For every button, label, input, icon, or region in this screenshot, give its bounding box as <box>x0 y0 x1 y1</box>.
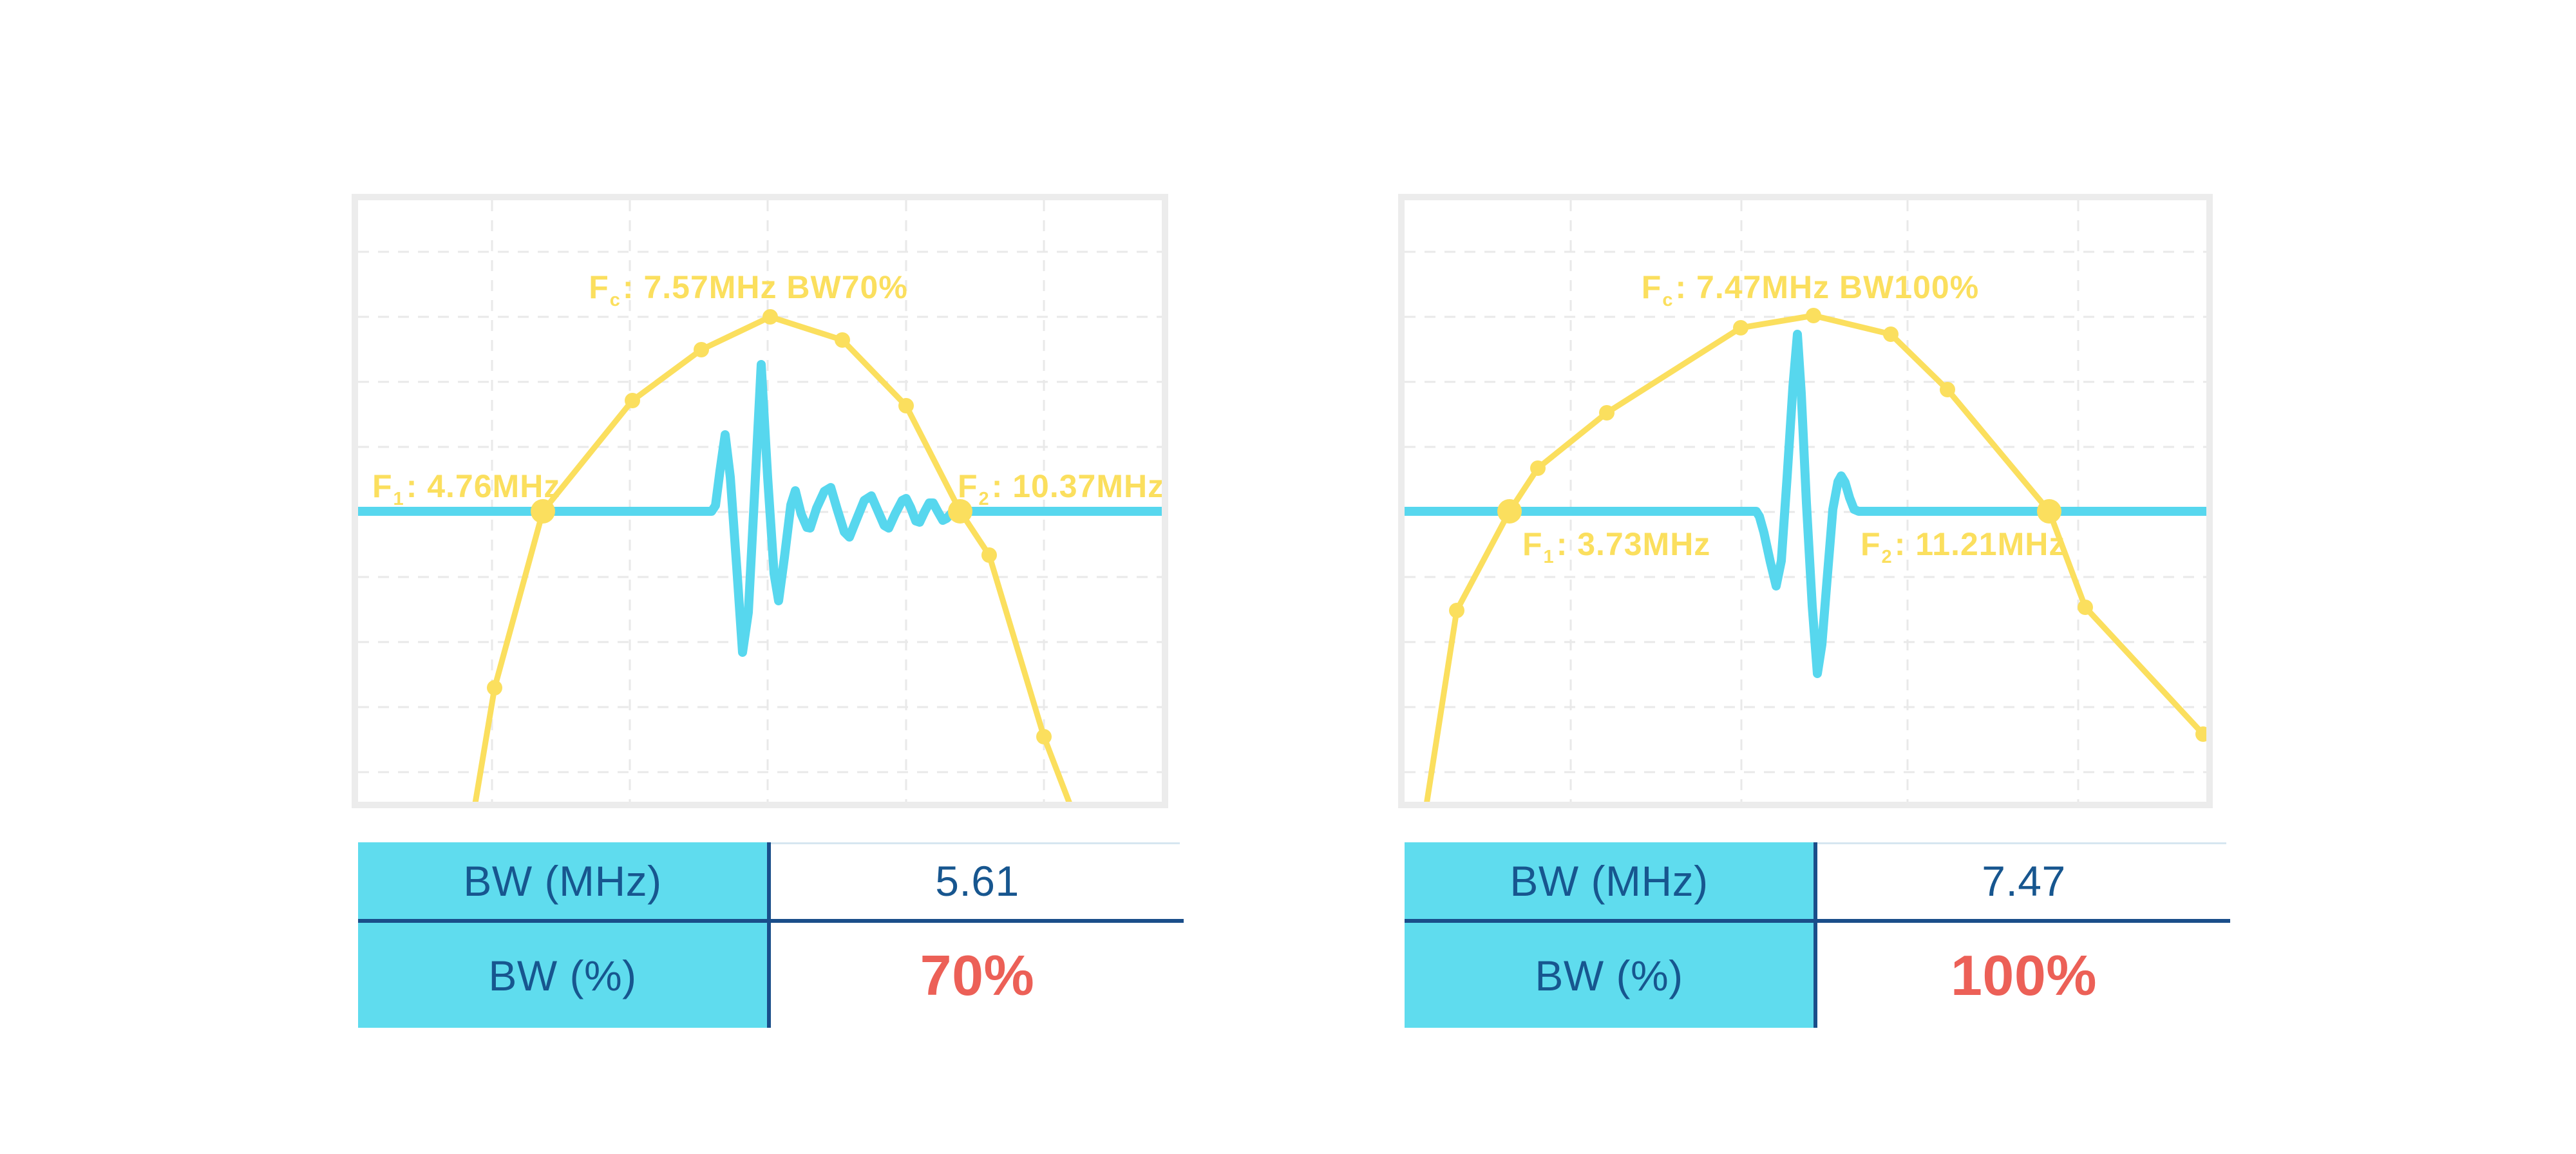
spectrum-data-point <box>1449 603 1464 618</box>
center-frequency-annotation: Fc: 7.57MHz BW70% <box>589 269 908 310</box>
cutoff-frequency-point <box>948 499 972 524</box>
spectrum-data-point <box>1530 460 1546 476</box>
table-row-label: BW (%) <box>1535 951 1683 999</box>
table-row-label: BW (MHz) <box>1510 856 1709 905</box>
chart-panel-right: Fc: 7.47MHz BW100% F1: 3.73MHz F2: 11.21… <box>1398 194 2213 808</box>
bandwidth-table-right: BW (MHz) 7.47 BW (%) 100% <box>1405 842 2230 1030</box>
frequency-spectrum-curve <box>1424 312 2206 802</box>
f2-value-text: : 11.21MHz <box>1894 526 2066 562</box>
fc-prefix: F <box>589 269 609 305</box>
f2-prefix: F <box>958 468 978 504</box>
frequency-spectrum-curve <box>472 314 1072 802</box>
bandwidth-table-left: BW (MHz) 5.61 BW (%) 70% <box>358 842 1184 1030</box>
spectrum-data-point <box>898 398 914 413</box>
value-column-top-border <box>771 842 1180 844</box>
spectrum-data-point <box>2078 600 2093 615</box>
chart-plot-left <box>358 200 1162 802</box>
table-label-column-background <box>1405 842 1814 1028</box>
fc-subscript: c <box>1662 290 1674 311</box>
f2-prefix: F <box>1861 526 1881 562</box>
table-column-divider <box>767 842 771 1028</box>
spectrum-data-point <box>835 332 850 348</box>
spectrum-data-point <box>1036 729 1052 744</box>
spectrum-data-point <box>762 309 778 325</box>
chart-plot-right <box>1405 200 2206 802</box>
f1-annotation: F1: 4.76MHz <box>372 468 561 509</box>
spectrum-data-point <box>625 393 640 408</box>
f1-value-text: : 4.76MHz <box>406 468 561 504</box>
table-column-divider <box>1814 842 1817 1028</box>
cutoff-frequency-point <box>531 499 555 524</box>
spectrum-data-point <box>2195 726 2206 742</box>
f1-prefix: F <box>372 468 393 504</box>
spectrum-data-point <box>981 547 997 563</box>
table-row-divider <box>1405 919 2230 923</box>
pulse-echo-waveform <box>358 360 1162 657</box>
spectrum-data-point <box>487 680 502 695</box>
spectrum-data-point <box>1883 326 1899 342</box>
bw-percent-value: 70% <box>920 943 1035 1007</box>
f1-subscript: 1 <box>1543 547 1555 568</box>
table-row-divider <box>358 919 1184 923</box>
spectrum-data-point <box>1806 308 1821 323</box>
fc-prefix: F <box>1641 269 1662 305</box>
chart-panel-left: Fc: 7.57MHz BW70% F1: 4.76MHz F2: 10.37M… <box>352 194 1168 808</box>
f1-prefix: F <box>1522 526 1543 562</box>
f1-value-text: : 3.73MHz <box>1556 526 1711 562</box>
fc-value-text: : 7.47MHz BW100% <box>1675 269 1980 305</box>
table-label-column-background <box>358 842 767 1028</box>
f2-annotation: F2: 10.37MHz <box>958 468 1165 509</box>
value-column-top-border <box>1817 842 2226 844</box>
spectrum-data-point <box>1733 320 1748 336</box>
fc-subscript: c <box>609 290 621 311</box>
f1-subscript: 1 <box>393 489 404 510</box>
spectrum-data-point <box>1599 405 1615 421</box>
f2-value-text: : 10.37MHz <box>991 468 1165 504</box>
f1-annotation: F1: 3.73MHz <box>1522 526 1711 567</box>
bw-mhz-value: 7.47 <box>1982 856 2066 905</box>
f2-annotation: F2: 11.21MHz <box>1861 526 2066 567</box>
table-row-label: BW (%) <box>488 951 637 999</box>
table-row-label: BW (MHz) <box>463 856 662 905</box>
bw-percent-value: 100% <box>1950 943 2098 1007</box>
center-frequency-annotation: Fc: 7.47MHz BW100% <box>1641 269 1980 310</box>
fc-value-text: : 7.57MHz BW70% <box>622 269 908 305</box>
cutoff-frequency-point <box>2037 499 2061 524</box>
spectrum-data-point <box>1940 382 1955 397</box>
cutoff-frequency-point <box>1497 499 1522 524</box>
pulse-echo-waveform <box>1405 330 2206 678</box>
f2-subscript: 2 <box>978 489 990 510</box>
f2-subscript: 2 <box>1881 547 1893 568</box>
bw-mhz-value: 5.61 <box>935 856 1019 905</box>
spectrum-data-point <box>694 342 709 357</box>
